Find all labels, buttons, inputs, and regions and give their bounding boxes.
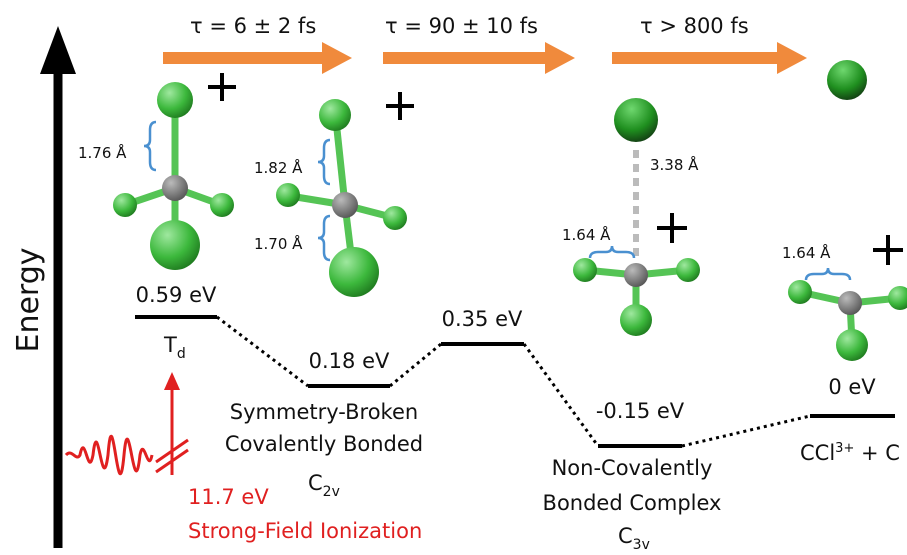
bond-length: 1.70 Å — [254, 234, 303, 253]
bond-length: 1.64 Å — [562, 225, 611, 244]
state-energy: 0.59 eV — [136, 283, 217, 307]
state-energy: -0.15 eV — [596, 399, 685, 423]
molecule-products — [788, 60, 907, 361]
symmetry-label: C3v — [618, 524, 650, 553]
symmetry-label: Td — [163, 333, 186, 362]
bond-length: 1.64 Å — [782, 243, 831, 262]
time-arrows: τ = 6 ± 2 fs τ = 90 ± 10 fs τ > 800 fs — [163, 14, 807, 74]
bond-length: 1.76 Å — [78, 143, 127, 162]
arrow-label: τ = 90 ± 10 fs — [385, 14, 538, 38]
laser-pulse — [64, 372, 189, 476]
state-label: Covalently Bonded — [225, 432, 423, 456]
state-energy: 0 eV — [828, 375, 876, 399]
bond-length: 1.82 Å — [254, 158, 303, 177]
molecule-c3v — [573, 98, 700, 336]
arrow-label: τ > 800 fs — [640, 14, 749, 38]
state-label: Non-Covalently — [552, 456, 713, 480]
state-energy: 0.35 eV — [442, 307, 523, 331]
arrow-label: τ = 6 ± 2 fs — [190, 14, 316, 38]
state-label: Symmetry-Broken — [230, 400, 418, 424]
symmetry-label: C2v — [308, 471, 340, 500]
state-label: Bonded Complex — [543, 491, 722, 515]
bond-length: 3.38 Å — [650, 155, 699, 174]
ionization-label: Strong-Field Ionization — [188, 519, 422, 543]
energy-levels — [135, 315, 895, 448]
axis-label: Energy — [11, 247, 46, 352]
state-energy: 0.18 eV — [309, 349, 390, 373]
energy-axis: Energy — [11, 26, 76, 548]
product-label: CCl3+ + C — [800, 441, 900, 465]
molecule-td — [113, 73, 236, 270]
molecule-c2v — [276, 92, 414, 297]
ionization-energy: 11.7 eV — [188, 485, 269, 509]
